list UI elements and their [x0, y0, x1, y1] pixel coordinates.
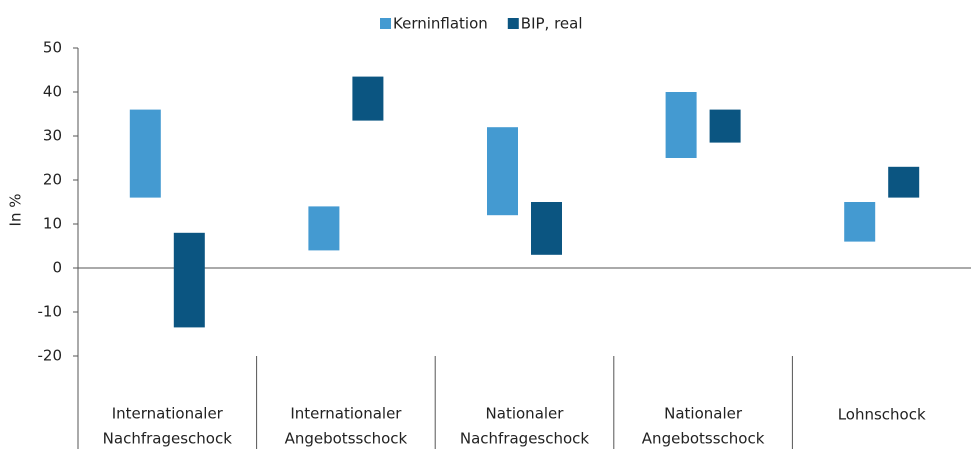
- y-tick-label: 10: [43, 215, 62, 233]
- x-tick-label: Angebotsschock: [285, 430, 408, 448]
- bar: [352, 76, 384, 121]
- bar: [487, 127, 518, 216]
- x-tick-label: Nationaler: [486, 405, 565, 423]
- legend-label: Kerninflation: [393, 15, 488, 33]
- bar: [129, 109, 161, 198]
- x-tick-label: Nationaler: [664, 405, 743, 423]
- legend-label: BIP, real: [521, 15, 583, 33]
- y-tick-label: 0: [52, 259, 62, 277]
- x-tick-label: Angebotsschock: [642, 430, 765, 448]
- legend: Kerninflation BIP, real: [380, 15, 583, 33]
- bar: [531, 202, 562, 255]
- y-tick-label: 50: [43, 39, 62, 57]
- bar: [844, 202, 876, 242]
- y-tick-label: 20: [43, 171, 62, 189]
- x-tick-label: Internationaler: [290, 405, 402, 423]
- x-tick-label: Nachfrageschock: [460, 430, 590, 448]
- y-tick-label: -20: [38, 347, 63, 365]
- bar: [308, 206, 340, 251]
- x-tick-label: Internationaler: [112, 405, 224, 423]
- y-tick-label: -10: [38, 303, 63, 321]
- bar: [888, 166, 920, 198]
- bar: [173, 232, 205, 328]
- y-tick-label: 40: [43, 83, 62, 101]
- y-axis-label: In %: [7, 194, 25, 227]
- bar: [709, 109, 741, 143]
- bar: [665, 92, 697, 158]
- legend-swatch: [380, 18, 391, 29]
- x-tick-label: Nachfrageschock: [103, 430, 233, 448]
- x-tick-label: Lohnschock: [838, 406, 926, 424]
- legend-swatch: [507, 18, 519, 29]
- y-tick-label: 30: [43, 127, 62, 145]
